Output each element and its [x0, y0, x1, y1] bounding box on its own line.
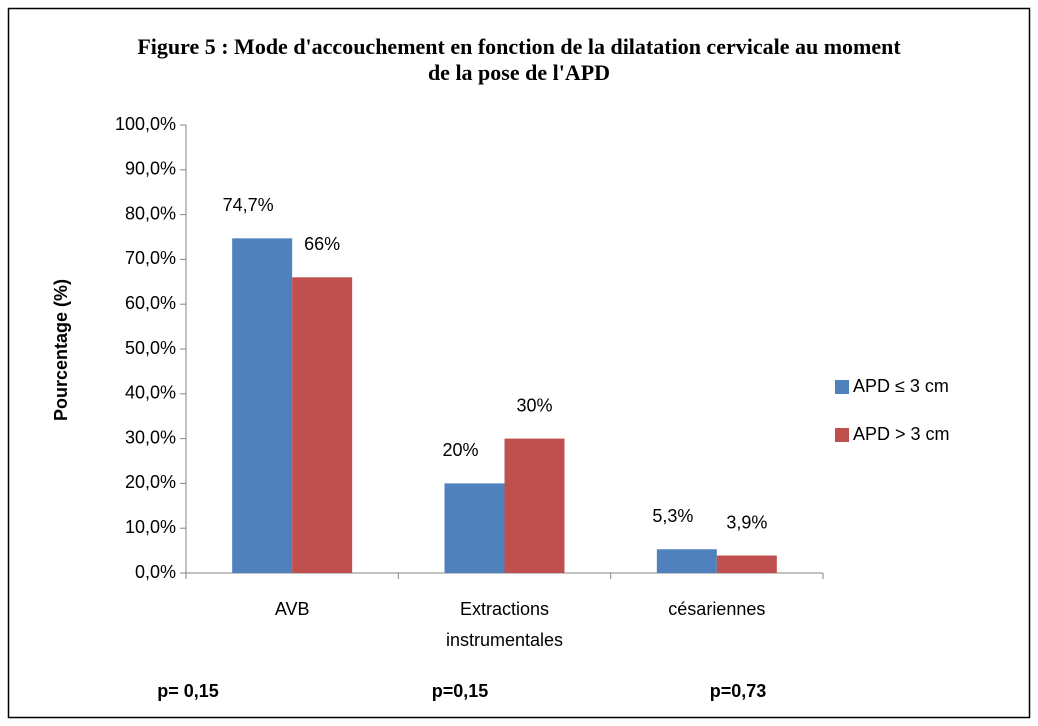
- annotation: p=0,73: [710, 681, 767, 701]
- annotation: p= 0,15: [157, 681, 219, 701]
- x-tick-label: césariennes: [668, 599, 766, 619]
- legend-label: APD > 3 cm: [853, 424, 950, 444]
- chart-title: Figure 5 : Mode d'accouchement en foncti…: [137, 34, 901, 85]
- y-tick-label: 10,0%: [125, 517, 176, 537]
- x-tick-label: AVB: [274, 599, 310, 619]
- data-label: 5,3%: [652, 506, 693, 526]
- annotation: p=0,15: [432, 681, 489, 701]
- bar: [504, 438, 565, 573]
- y-tick-label: 50,0%: [125, 338, 176, 358]
- y-tick-label: 70,0%: [125, 248, 176, 268]
- legend-swatch: [835, 380, 849, 394]
- data-label: 74,7%: [223, 195, 274, 215]
- y-axis-label: Pourcentage (%): [51, 279, 71, 421]
- bar: [656, 549, 717, 573]
- data-label: 30%: [516, 395, 552, 415]
- y-tick-label: 20,0%: [125, 472, 176, 492]
- legend-label: APD ≤ 3 cm: [853, 376, 949, 396]
- bar: [716, 555, 777, 573]
- bar: [292, 277, 353, 573]
- bar: [232, 238, 293, 573]
- y-tick-label: 0,0%: [135, 562, 176, 582]
- data-label: 66%: [304, 234, 340, 254]
- data-label: 3,9%: [726, 512, 767, 532]
- data-label: 20%: [442, 440, 478, 460]
- x-tick-label: Extractions instrumentales: [445, 599, 564, 650]
- y-tick-label: 40,0%: [125, 383, 176, 403]
- y-tick-label: 30,0%: [125, 427, 176, 447]
- y-tick-label: 80,0%: [125, 203, 176, 223]
- y-tick-label: 90,0%: [125, 159, 176, 179]
- legend-swatch: [835, 428, 849, 442]
- y-tick-label: 60,0%: [125, 293, 176, 313]
- frame: [7, 7, 1031, 719]
- y-tick-label: 100,0%: [115, 114, 176, 134]
- bar: [444, 483, 505, 573]
